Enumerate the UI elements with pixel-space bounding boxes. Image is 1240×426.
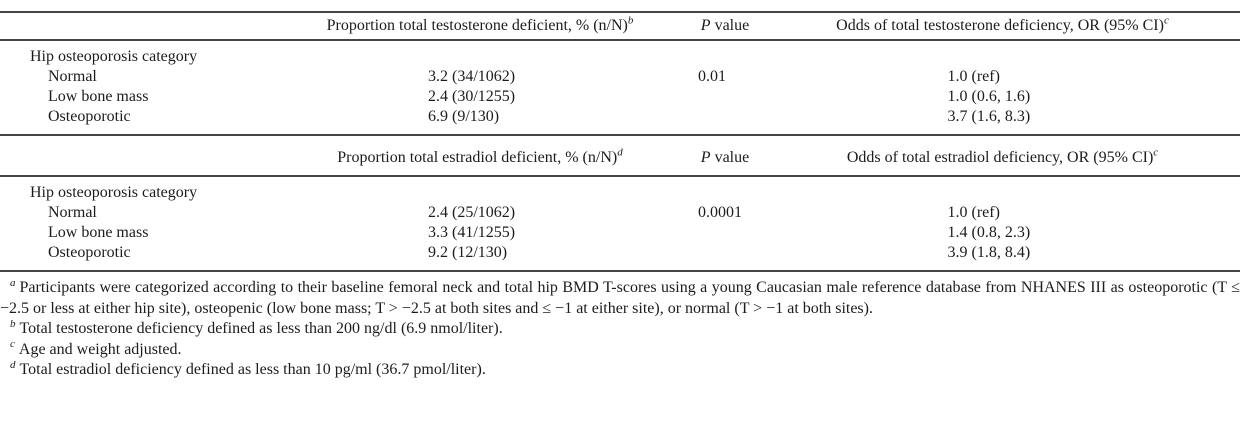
col-header-proportion-testosterone-text: Proportion total testosterone deficient,… xyxy=(326,17,628,34)
col-header-odds-estradiol: Odds of total estradiol deficiency, OR (… xyxy=(785,146,1240,167)
footnote-marker-d-ref: d xyxy=(617,146,623,159)
group-label-testosterone: Hip osteoporosis category xyxy=(30,48,198,65)
table-row: Osteoporotic 6.9 (9/130) 3.7 (1.6, 8.3) xyxy=(0,107,1240,127)
footnote-marker-c-ref: c xyxy=(1153,146,1159,159)
table-row: Low bone mass 2.4 (30/1255) 1.0 (0.6, 1.… xyxy=(0,87,1240,107)
p-italic: P xyxy=(700,17,711,34)
col-header-odds-testosterone-text: Odds of total testosterone deficiency, O… xyxy=(836,17,1164,34)
row-label: Osteoporotic xyxy=(48,108,131,125)
footnote-marker-c: c xyxy=(10,338,15,351)
footnote-c-text: Age and weight adjusted. xyxy=(18,340,182,358)
rule-top xyxy=(0,11,1240,13)
group-label-estradiol: Hip osteoporosis category xyxy=(30,184,198,201)
rule-bottom xyxy=(0,270,1240,272)
footnote-a-text: Participants were categorized according … xyxy=(0,279,1240,317)
p-italic: P xyxy=(700,149,711,166)
cell-odds: 1.0 (ref) xyxy=(947,68,1000,85)
cell-proportion: 9.2 (12/130) xyxy=(428,244,508,261)
row-label: Low bone mass xyxy=(48,88,149,105)
col-header-pvalue-estradiol: P value xyxy=(665,149,785,167)
table-row: Osteoporotic 9.2 (12/130) 3.9 (1.8, 8.4) xyxy=(0,243,1240,263)
table-row: Low bone mass 3.3 (41/1255) 1.4 (0.8, 2.… xyxy=(0,223,1240,243)
col-header-proportion-estradiol: Proportion total estradiol deficient, % … xyxy=(295,146,665,167)
cell-pvalue xyxy=(665,107,785,127)
footnote-marker-d: d xyxy=(10,358,16,371)
cell-proportion: 3.3 (41/1255) xyxy=(428,224,516,241)
cell-proportion: 2.4 (30/1255) xyxy=(428,88,516,105)
col-header-odds-estradiol-text: Odds of total estradiol deficiency, OR (… xyxy=(846,149,1154,166)
cell-pvalue xyxy=(665,223,785,243)
footnote-a: a Participants were categorized according… xyxy=(0,276,1240,319)
col-header-odds-testosterone: Odds of total testosterone deficiency, O… xyxy=(785,14,1240,35)
rule-under-header-1 xyxy=(0,39,1240,41)
p-value-label: value xyxy=(710,149,750,166)
footnote-d-text: Total estradiol deficiency defined as le… xyxy=(19,361,486,378)
cell-proportion: 2.4 (25/1062) xyxy=(428,204,516,221)
rule-under-header-2 xyxy=(0,175,1240,177)
col-header-proportion-estradiol-text: Proportion total estradiol deficient, % … xyxy=(337,149,618,166)
footnotes: a Participants were categorized according… xyxy=(0,276,1240,381)
row-label: Osteoporotic xyxy=(48,244,131,261)
p-value-label: value xyxy=(710,17,750,34)
footnote-marker-a: a xyxy=(10,276,16,289)
cell-proportion: 6.9 (9/130) xyxy=(428,108,500,125)
body-estradiol: Hip osteoporosis category Normal 2.4 (25… xyxy=(0,177,1240,270)
cell-odds: 3.7 (1.6, 8.3) xyxy=(947,108,1031,125)
group-row: Hip osteoporosis category xyxy=(0,183,1240,203)
cell-odds: 3.9 (1.8, 8.4) xyxy=(947,244,1031,261)
cell-pvalue: 0.01 xyxy=(698,68,726,85)
footnote-b-text: Total testosterone deficiency defined as… xyxy=(19,320,503,337)
col-header-proportion-testosterone: Proportion total testosterone deficient,… xyxy=(295,14,665,35)
cell-pvalue: 0.0001 xyxy=(698,204,742,221)
cell-proportion: 3.2 (34/1062) xyxy=(428,68,516,85)
footnote-b: b Total testosterone deficiency defined a… xyxy=(0,317,1240,340)
footnote-marker-b-ref: b xyxy=(627,14,634,27)
footnote-marker-b: b xyxy=(10,317,16,330)
header-row-testosterone: Proportion total testosterone deficient,… xyxy=(0,13,1240,39)
footnote-marker-c-ref: c xyxy=(1163,14,1169,27)
group-row: Hip osteoporosis category xyxy=(0,47,1240,67)
col-header-pvalue-testosterone: P value xyxy=(665,17,785,35)
cell-odds: 1.4 (0.8, 2.3) xyxy=(947,224,1031,241)
rule-section-divider xyxy=(0,134,1240,136)
row-label: Normal xyxy=(48,204,97,221)
table-row: Normal 3.2 (34/1062) 0.01 1.0 (ref) xyxy=(0,67,1240,87)
footnote-c: c Age and weight adjusted. xyxy=(0,338,1240,361)
body-testosterone: Hip osteoporosis category Normal 3.2 (34… xyxy=(0,41,1240,134)
cell-pvalue xyxy=(665,243,785,263)
cell-odds: 1.0 (ref) xyxy=(947,204,1000,221)
table-row: Normal 2.4 (25/1062) 0.0001 1.0 (ref) xyxy=(0,203,1240,223)
row-label: Low bone mass xyxy=(48,224,149,241)
cell-pvalue xyxy=(665,87,785,107)
footnote-d: d Total estradiol deficiency defined as l… xyxy=(0,358,1240,381)
header-row-estradiol: Proportion total estradiol deficient, % … xyxy=(0,136,1240,175)
cell-odds: 1.0 (0.6, 1.6) xyxy=(947,88,1031,105)
row-label: Normal xyxy=(48,68,97,85)
